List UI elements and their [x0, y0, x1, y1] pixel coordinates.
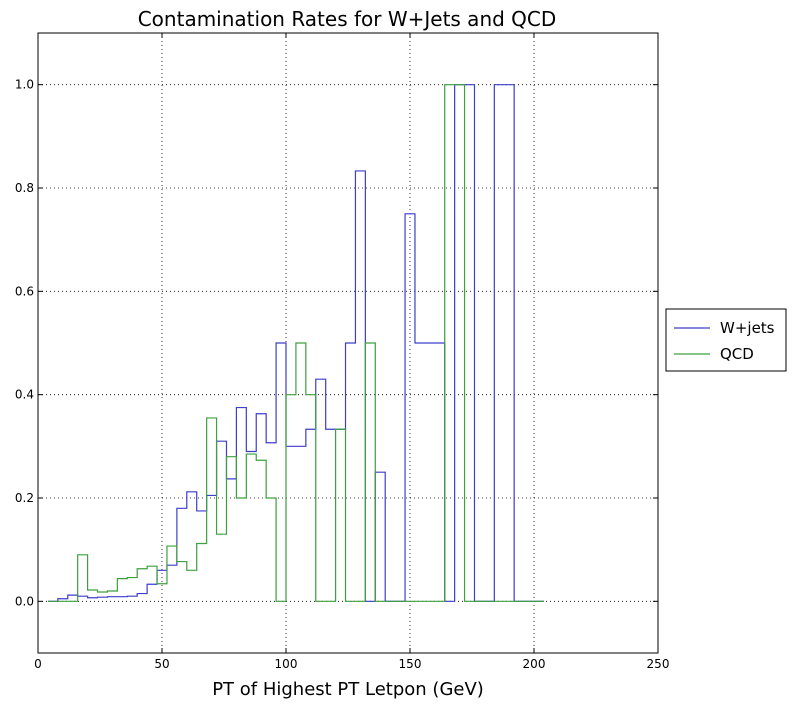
x-tick-label: 100	[275, 657, 298, 671]
legend: W+jets QCD	[665, 308, 787, 372]
x-tick-label: 0	[34, 657, 42, 671]
legend-label-wjets: W+jets	[720, 319, 775, 337]
y-tick-label: 0.6	[15, 284, 34, 298]
y-tick-label: 1.0	[15, 78, 34, 92]
x-tick-label: 250	[647, 657, 670, 671]
y-tick-label: 0.0	[15, 594, 34, 608]
legend-label-qcd: QCD	[720, 345, 754, 363]
series-layer	[47, 84, 544, 602]
series-line-qcd	[47, 84, 544, 602]
x-tick-label: 150	[399, 657, 422, 671]
y-tick-label: 0.8	[15, 181, 34, 195]
ticks: 0 50 100 150 200 250 0.0 0.2 0.4 0.6 0.8 1.0	[15, 33, 670, 671]
plot-frame	[37, 32, 659, 654]
x-axis-label: PT of Highest PT Letpon (GeV)	[212, 679, 484, 700]
x-tick-label: 50	[154, 657, 169, 671]
chart-title: Contamination Rates for W+Jets and QCD	[138, 7, 557, 31]
legend-box	[665, 308, 787, 372]
y-tick-label: 0.4	[15, 388, 34, 402]
y-tick-label: 0.2	[15, 491, 34, 505]
x-tick-label: 200	[523, 657, 546, 671]
